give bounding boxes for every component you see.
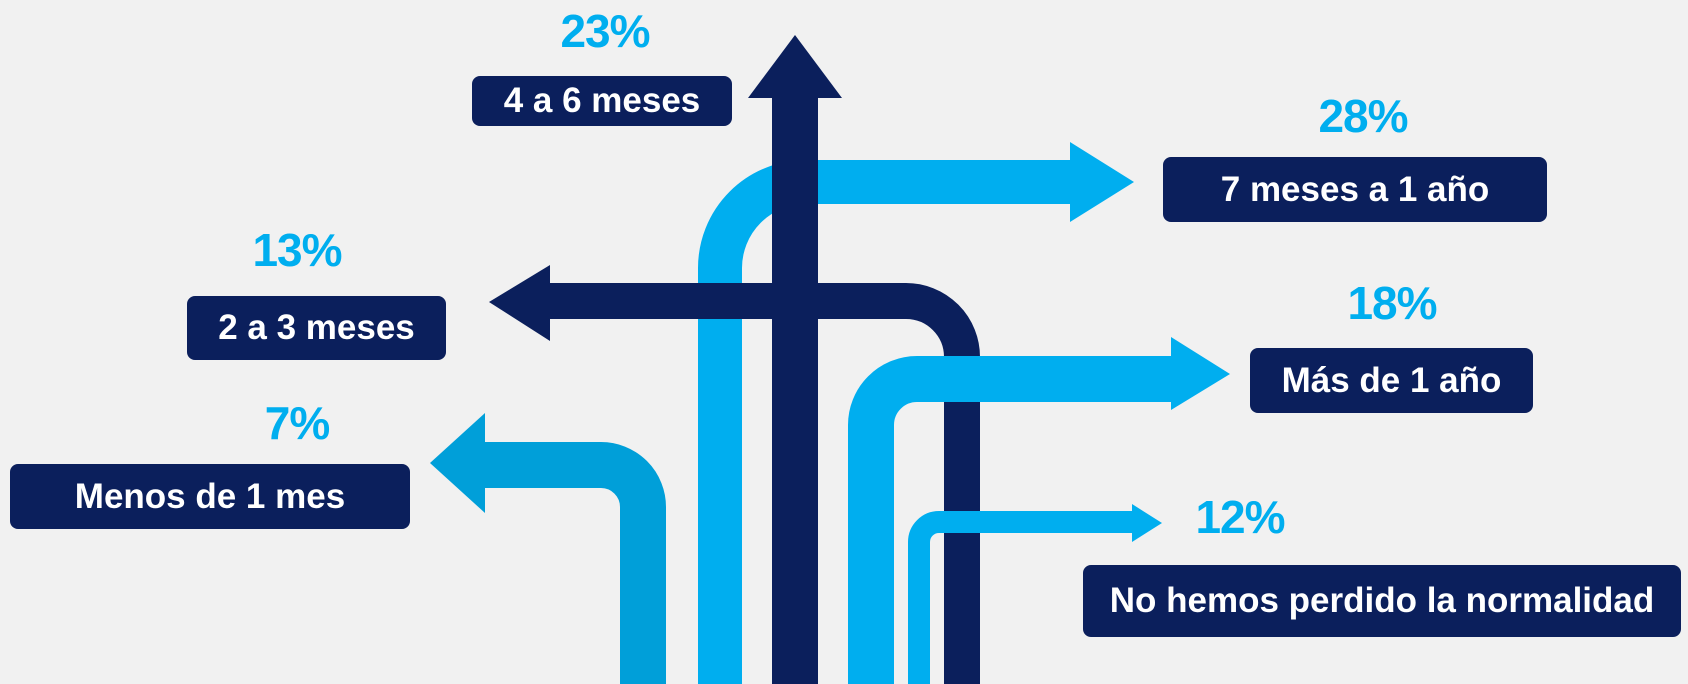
arrow-shaft-4-a-6-meses bbox=[772, 96, 818, 684]
arrowhead-no-hemos-perdido bbox=[1132, 504, 1162, 542]
arrowhead-2-a-3-meses bbox=[489, 265, 550, 341]
arrowhead-4-a-6-meses bbox=[748, 35, 842, 98]
category-label-no-hemos-perdido: No hemos perdido la normalidad bbox=[1083, 565, 1681, 637]
value-label-menos-de-1-mes: 7% bbox=[264, 397, 330, 449]
category-label-2-a-3-meses: 2 a 3 meses bbox=[187, 296, 446, 360]
arrowhead-mas-de-1-ano bbox=[1171, 337, 1230, 410]
value-label-4-a-6-meses: 23% bbox=[560, 5, 650, 57]
value-label-7-meses-a-1-ano: 28% bbox=[1318, 90, 1408, 142]
arrow-shaft-2-a-3-meses bbox=[548, 283, 980, 684]
arrow-shaft-mas-de-1-ano bbox=[848, 356, 1172, 684]
arrowhead-7-meses-a-1-ano bbox=[1070, 142, 1134, 222]
category-label-4-a-6-meses: 4 a 6 meses bbox=[472, 76, 732, 126]
category-label-menos-de-1-mes: Menos de 1 mes bbox=[10, 464, 410, 529]
arrowhead-menos-de-1-mes bbox=[430, 413, 485, 513]
value-label-mas-de-1-ano: 18% bbox=[1347, 277, 1437, 329]
category-label-mas-de-1-ano: Más de 1 año bbox=[1250, 348, 1533, 413]
value-label-no-hemos-perdido: 12% bbox=[1195, 491, 1285, 543]
category-label-7-meses-a-1-ano: 7 meses a 1 año bbox=[1163, 157, 1547, 222]
arrow-shaft-no-hemos-perdido bbox=[908, 511, 1134, 684]
arrow-shaft-menos-de-1-mes bbox=[485, 442, 666, 684]
value-label-2-a-3-meses: 13% bbox=[252, 224, 342, 276]
